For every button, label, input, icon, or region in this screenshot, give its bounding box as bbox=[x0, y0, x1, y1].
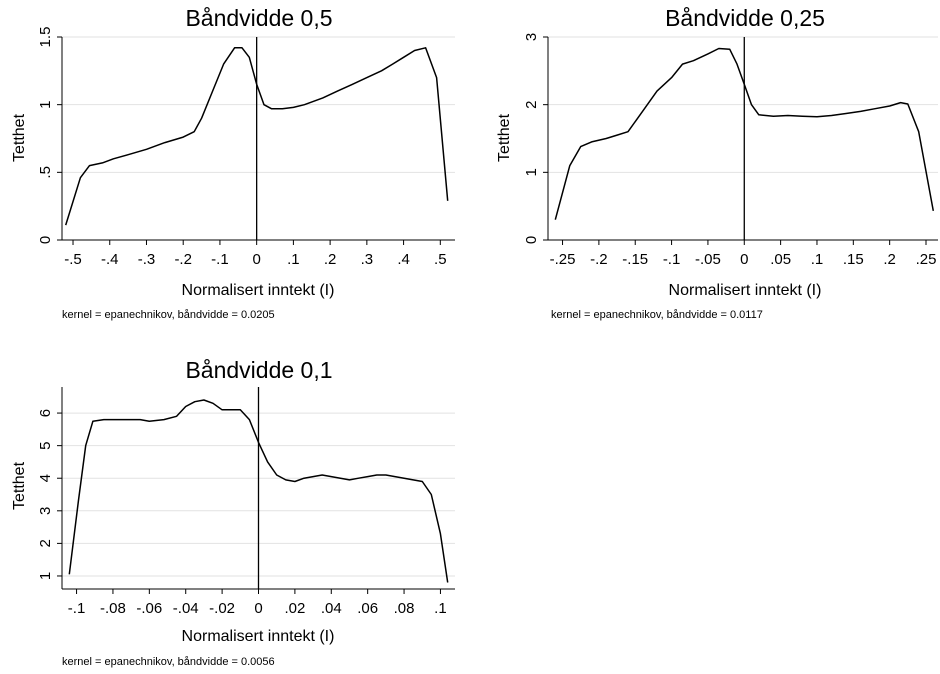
x-tick-label: .08 bbox=[394, 600, 415, 617]
x-tick-label: -.04 bbox=[173, 600, 199, 617]
x-tick-label: .04 bbox=[321, 600, 342, 617]
x-tick-label: -.05 bbox=[695, 251, 721, 268]
kernel-note: kernel = epanechnikov, båndvidde = 0.020… bbox=[62, 309, 275, 321]
y-tick-label: 4 bbox=[37, 474, 54, 482]
x-tick-label: .2 bbox=[324, 251, 337, 268]
y-tick-label: 1 bbox=[37, 100, 54, 108]
y-tick-label: 1.5 bbox=[37, 27, 54, 48]
chart-title: Båndvidde 0,25 bbox=[665, 5, 825, 31]
y-tick-label: 1 bbox=[37, 572, 54, 580]
chart-title: Båndvidde 0,1 bbox=[185, 357, 332, 383]
x-tick-label: -.06 bbox=[136, 600, 162, 617]
x-tick-label: -.2 bbox=[174, 251, 192, 268]
x-tick-label: .02 bbox=[284, 600, 305, 617]
density-curve bbox=[68, 399, 449, 583]
x-tick-label: -.2 bbox=[590, 251, 608, 268]
x-tick-label: .1 bbox=[811, 251, 824, 268]
x-tick-label: -.08 bbox=[100, 600, 126, 617]
x-tick-label: -.1 bbox=[68, 600, 86, 617]
x-tick-label: .15 bbox=[843, 251, 864, 268]
x-tick-label: .5 bbox=[434, 251, 447, 268]
x-tick-label: .1 bbox=[287, 251, 300, 268]
chart-title: Båndvidde 0,5 bbox=[185, 5, 332, 31]
density-curve bbox=[64, 47, 449, 226]
y-tick-label: 2 bbox=[37, 539, 54, 547]
x-axis-label: Normalisert inntekt (I) bbox=[182, 282, 335, 299]
x-tick-label: -.4 bbox=[101, 251, 119, 268]
x-tick-label: -.1 bbox=[663, 251, 681, 268]
y-axis-label: Tetthet bbox=[496, 113, 513, 162]
x-tick-label: -.02 bbox=[209, 600, 235, 617]
y-axis-label: Tetthet bbox=[11, 461, 28, 510]
x-tick-label: 0 bbox=[252, 251, 260, 268]
x-tick-label: .4 bbox=[397, 251, 410, 268]
x-tick-label: .05 bbox=[770, 251, 791, 268]
y-tick-label: 3 bbox=[523, 33, 540, 41]
y-tick-label: 1 bbox=[523, 168, 540, 176]
kernel-note: kernel = epanechnikov, båndvidde = 0.011… bbox=[551, 309, 763, 321]
x-axis-label: Normalisert inntekt (I) bbox=[669, 282, 822, 299]
x-tick-label: .25 bbox=[916, 251, 937, 268]
x-tick-label: 0 bbox=[740, 251, 748, 268]
y-tick-label: 0 bbox=[523, 236, 540, 244]
y-tick-label: 2 bbox=[523, 100, 540, 108]
y-tick-label: .5 bbox=[37, 166, 54, 179]
density-curve bbox=[554, 47, 935, 220]
y-tick-label: 0 bbox=[37, 236, 54, 244]
x-tick-label: -.5 bbox=[64, 251, 82, 268]
x-tick-label: -.15 bbox=[622, 251, 648, 268]
x-tick-label: .2 bbox=[883, 251, 896, 268]
x-tick-label: .1 bbox=[434, 600, 447, 617]
kernel-note: kernel = epanechnikov, båndvidde = 0.005… bbox=[62, 656, 275, 668]
x-tick-label: .3 bbox=[361, 251, 374, 268]
x-axis-label: Normalisert inntekt (I) bbox=[182, 628, 335, 645]
y-tick-label: 6 bbox=[37, 409, 54, 417]
density-panel-bandwidth-0.25: Båndvidde 0,25 Tetthet Normalisert innte… bbox=[496, 5, 938, 321]
x-tick-label: .06 bbox=[357, 600, 378, 617]
y-tick-label: 5 bbox=[37, 441, 54, 449]
density-panel-bandwidth-0.1: Båndvidde 0,1 Tetthet Normalisert inntek… bbox=[11, 357, 455, 668]
x-tick-label: -.1 bbox=[211, 251, 229, 268]
y-axis-label: Tetthet bbox=[11, 113, 28, 162]
x-tick-label: 0 bbox=[254, 600, 262, 617]
x-tick-label: -.25 bbox=[550, 251, 576, 268]
y-tick-label: 3 bbox=[37, 507, 54, 515]
density-panel-bandwidth-0.5: Båndvidde 0,5 Tetthet Normalisert inntek… bbox=[11, 5, 455, 321]
x-tick-label: -.3 bbox=[138, 251, 156, 268]
